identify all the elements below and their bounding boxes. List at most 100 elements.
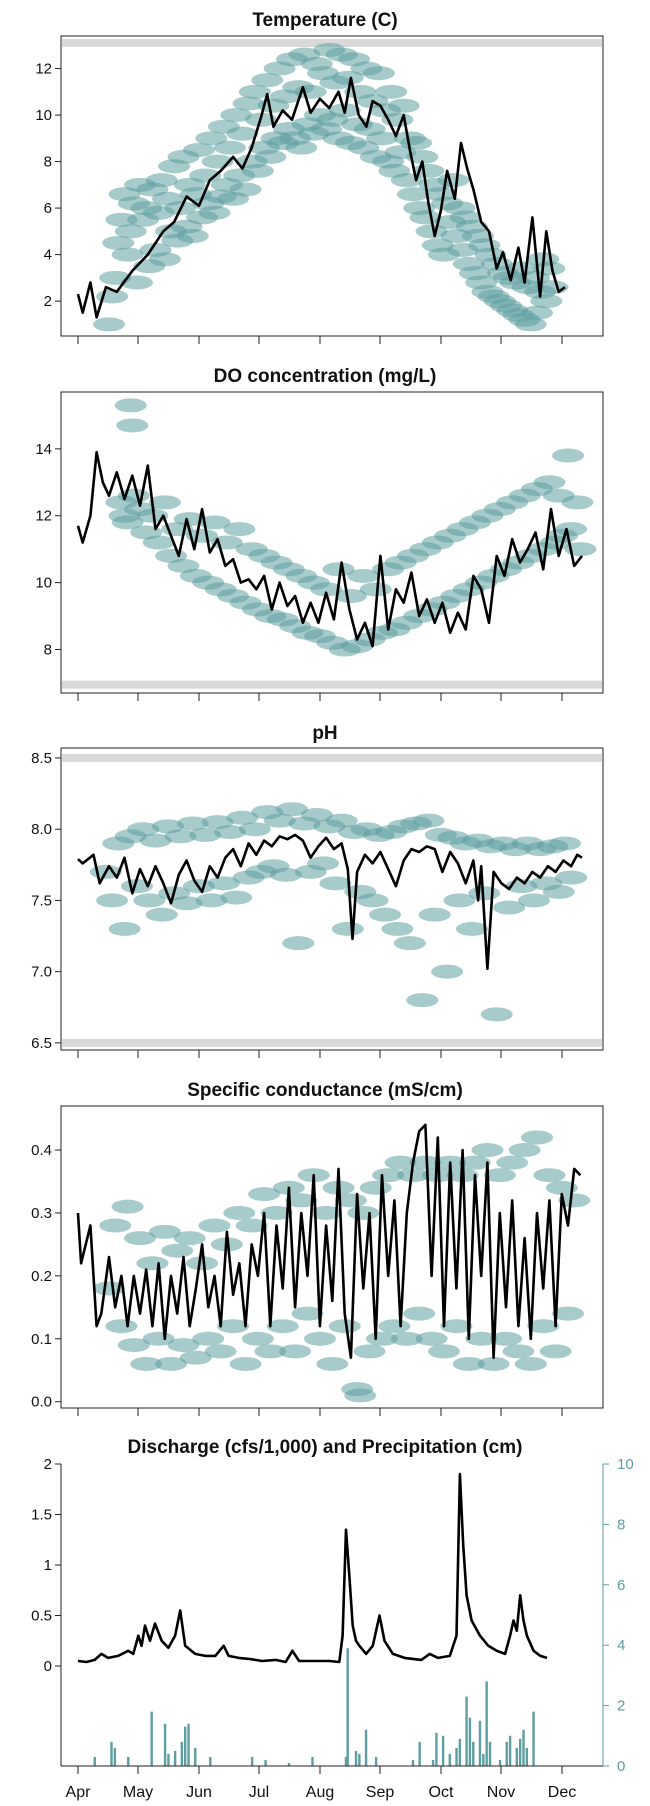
precip-bar bbox=[194, 1747, 197, 1766]
precip-bar bbox=[180, 1741, 184, 1766]
y-tick-label: 0.5 bbox=[31, 1608, 52, 1625]
data-point bbox=[415, 224, 448, 239]
data-point bbox=[396, 187, 429, 202]
do-concentration-panel: DO concentration (mg/L) 8 10 12 14 bbox=[35, 366, 604, 701]
precip-bar bbox=[167, 1753, 170, 1766]
data-point bbox=[334, 589, 367, 604]
data-point bbox=[238, 822, 271, 837]
precip-bar bbox=[435, 1732, 438, 1766]
data-point bbox=[552, 1306, 585, 1321]
x-tick-label: Apr bbox=[66, 1784, 92, 1801]
data-point bbox=[427, 1344, 460, 1359]
precip-bar bbox=[311, 1756, 314, 1766]
data-point bbox=[111, 247, 144, 262]
series-line bbox=[76, 1123, 582, 1359]
precip-bar bbox=[364, 1729, 368, 1766]
data-point bbox=[372, 1168, 405, 1183]
data-point bbox=[496, 1155, 529, 1170]
data-point bbox=[198, 1218, 231, 1233]
data-point bbox=[396, 1168, 429, 1183]
precip-bar bbox=[187, 1723, 190, 1766]
precip-bar bbox=[358, 1753, 361, 1766]
data-point bbox=[148, 252, 181, 267]
y-tick-label: 1.5 bbox=[31, 1507, 52, 1524]
data-point bbox=[331, 921, 364, 936]
data-point bbox=[344, 1388, 377, 1403]
x-tick-label: Jun bbox=[186, 1784, 212, 1801]
data-point bbox=[195, 131, 228, 146]
limit-band bbox=[62, 753, 602, 762]
data-point bbox=[114, 224, 147, 239]
data-point bbox=[347, 1205, 380, 1220]
data-point bbox=[384, 1155, 417, 1170]
data-point bbox=[217, 1319, 250, 1334]
series-line bbox=[77, 833, 583, 971]
data-point bbox=[120, 275, 153, 290]
precip-bar bbox=[113, 1747, 117, 1766]
y-tick-label: 6 bbox=[44, 200, 52, 217]
y-tick-label: 10 bbox=[35, 575, 52, 592]
data-point bbox=[136, 1256, 169, 1271]
data-point bbox=[148, 495, 181, 510]
y-tick-label: 10 bbox=[35, 107, 52, 124]
data-point bbox=[232, 96, 265, 111]
data-point bbox=[220, 890, 253, 905]
data-point bbox=[186, 528, 219, 543]
data-point bbox=[452, 1356, 485, 1371]
data-point bbox=[418, 907, 451, 922]
data-point bbox=[220, 108, 253, 123]
precip-bar bbox=[183, 1726, 187, 1766]
right-y-tick-label: 2 bbox=[617, 1698, 625, 1715]
data-point bbox=[477, 1356, 510, 1371]
temperature-panel: Temperature (C) 2 4 6 8 10 12 bbox=[35, 10, 604, 344]
precip-bar bbox=[163, 1723, 167, 1766]
plot-frame bbox=[60, 391, 604, 694]
data-point bbox=[458, 1155, 491, 1170]
data-point bbox=[238, 84, 271, 99]
data-point bbox=[381, 921, 414, 936]
right-y-tick-label: 8 bbox=[617, 1516, 625, 1533]
limit-band bbox=[62, 680, 602, 689]
data-point bbox=[155, 1356, 188, 1371]
data-point bbox=[279, 1344, 312, 1359]
data-point bbox=[406, 149, 439, 164]
y-tick-label: 2 bbox=[44, 1456, 52, 1473]
precip-bar bbox=[441, 1735, 445, 1766]
data-point bbox=[400, 135, 433, 150]
data-point bbox=[133, 893, 166, 908]
right-y-tick-label: 10 bbox=[617, 1456, 634, 1473]
data-point bbox=[251, 73, 284, 88]
discharge-line bbox=[77, 1472, 548, 1664]
data-point bbox=[548, 836, 581, 851]
data-point bbox=[142, 1331, 175, 1346]
x-tick-label: Dec bbox=[548, 1784, 576, 1801]
data-point bbox=[241, 163, 274, 178]
data-point bbox=[508, 1143, 541, 1158]
data-point bbox=[189, 827, 222, 842]
precip-bar bbox=[465, 1696, 468, 1766]
data-point bbox=[111, 515, 144, 530]
data-point bbox=[282, 936, 315, 951]
data-point bbox=[331, 70, 364, 85]
data-point bbox=[99, 1218, 132, 1233]
y-tick-label: 6.5 bbox=[31, 1035, 52, 1052]
data-point bbox=[96, 893, 129, 908]
data-point bbox=[493, 900, 526, 915]
data-point bbox=[319, 876, 352, 891]
data-point bbox=[285, 140, 318, 155]
data-point bbox=[483, 1168, 516, 1183]
data-point bbox=[517, 893, 550, 908]
data-point bbox=[254, 149, 287, 164]
data-point bbox=[223, 522, 256, 537]
data-point bbox=[409, 1155, 442, 1170]
data-point bbox=[276, 802, 309, 817]
data-point bbox=[490, 1331, 523, 1346]
plot-frame bbox=[60, 747, 604, 1051]
data-point bbox=[266, 1319, 299, 1334]
precip-bar bbox=[209, 1756, 212, 1766]
data-point bbox=[291, 1306, 324, 1321]
data-point bbox=[114, 398, 147, 413]
y-tick-label: 4 bbox=[44, 247, 52, 264]
data-point bbox=[471, 1143, 504, 1158]
precip-bar bbox=[110, 1741, 113, 1766]
